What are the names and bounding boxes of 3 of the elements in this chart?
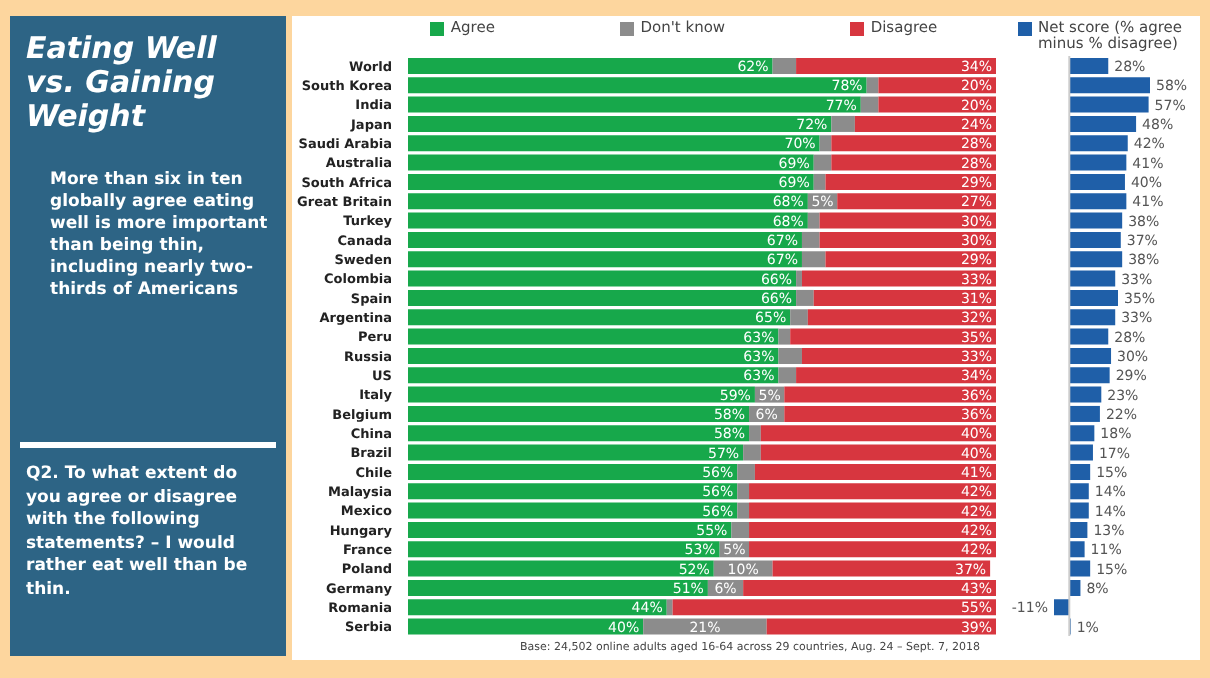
text: Q2. To what extent do you agree or disagree with the following statements? – I would rather eat well than be thin.: [26, 464, 250, 602]
text: More than six in ten globally agree eating well is more important than being thin, including nearly two-thirds of Americans: [50, 170, 270, 302]
text: Eating Well vs. Gaining Weight: [26, 30, 219, 134]
